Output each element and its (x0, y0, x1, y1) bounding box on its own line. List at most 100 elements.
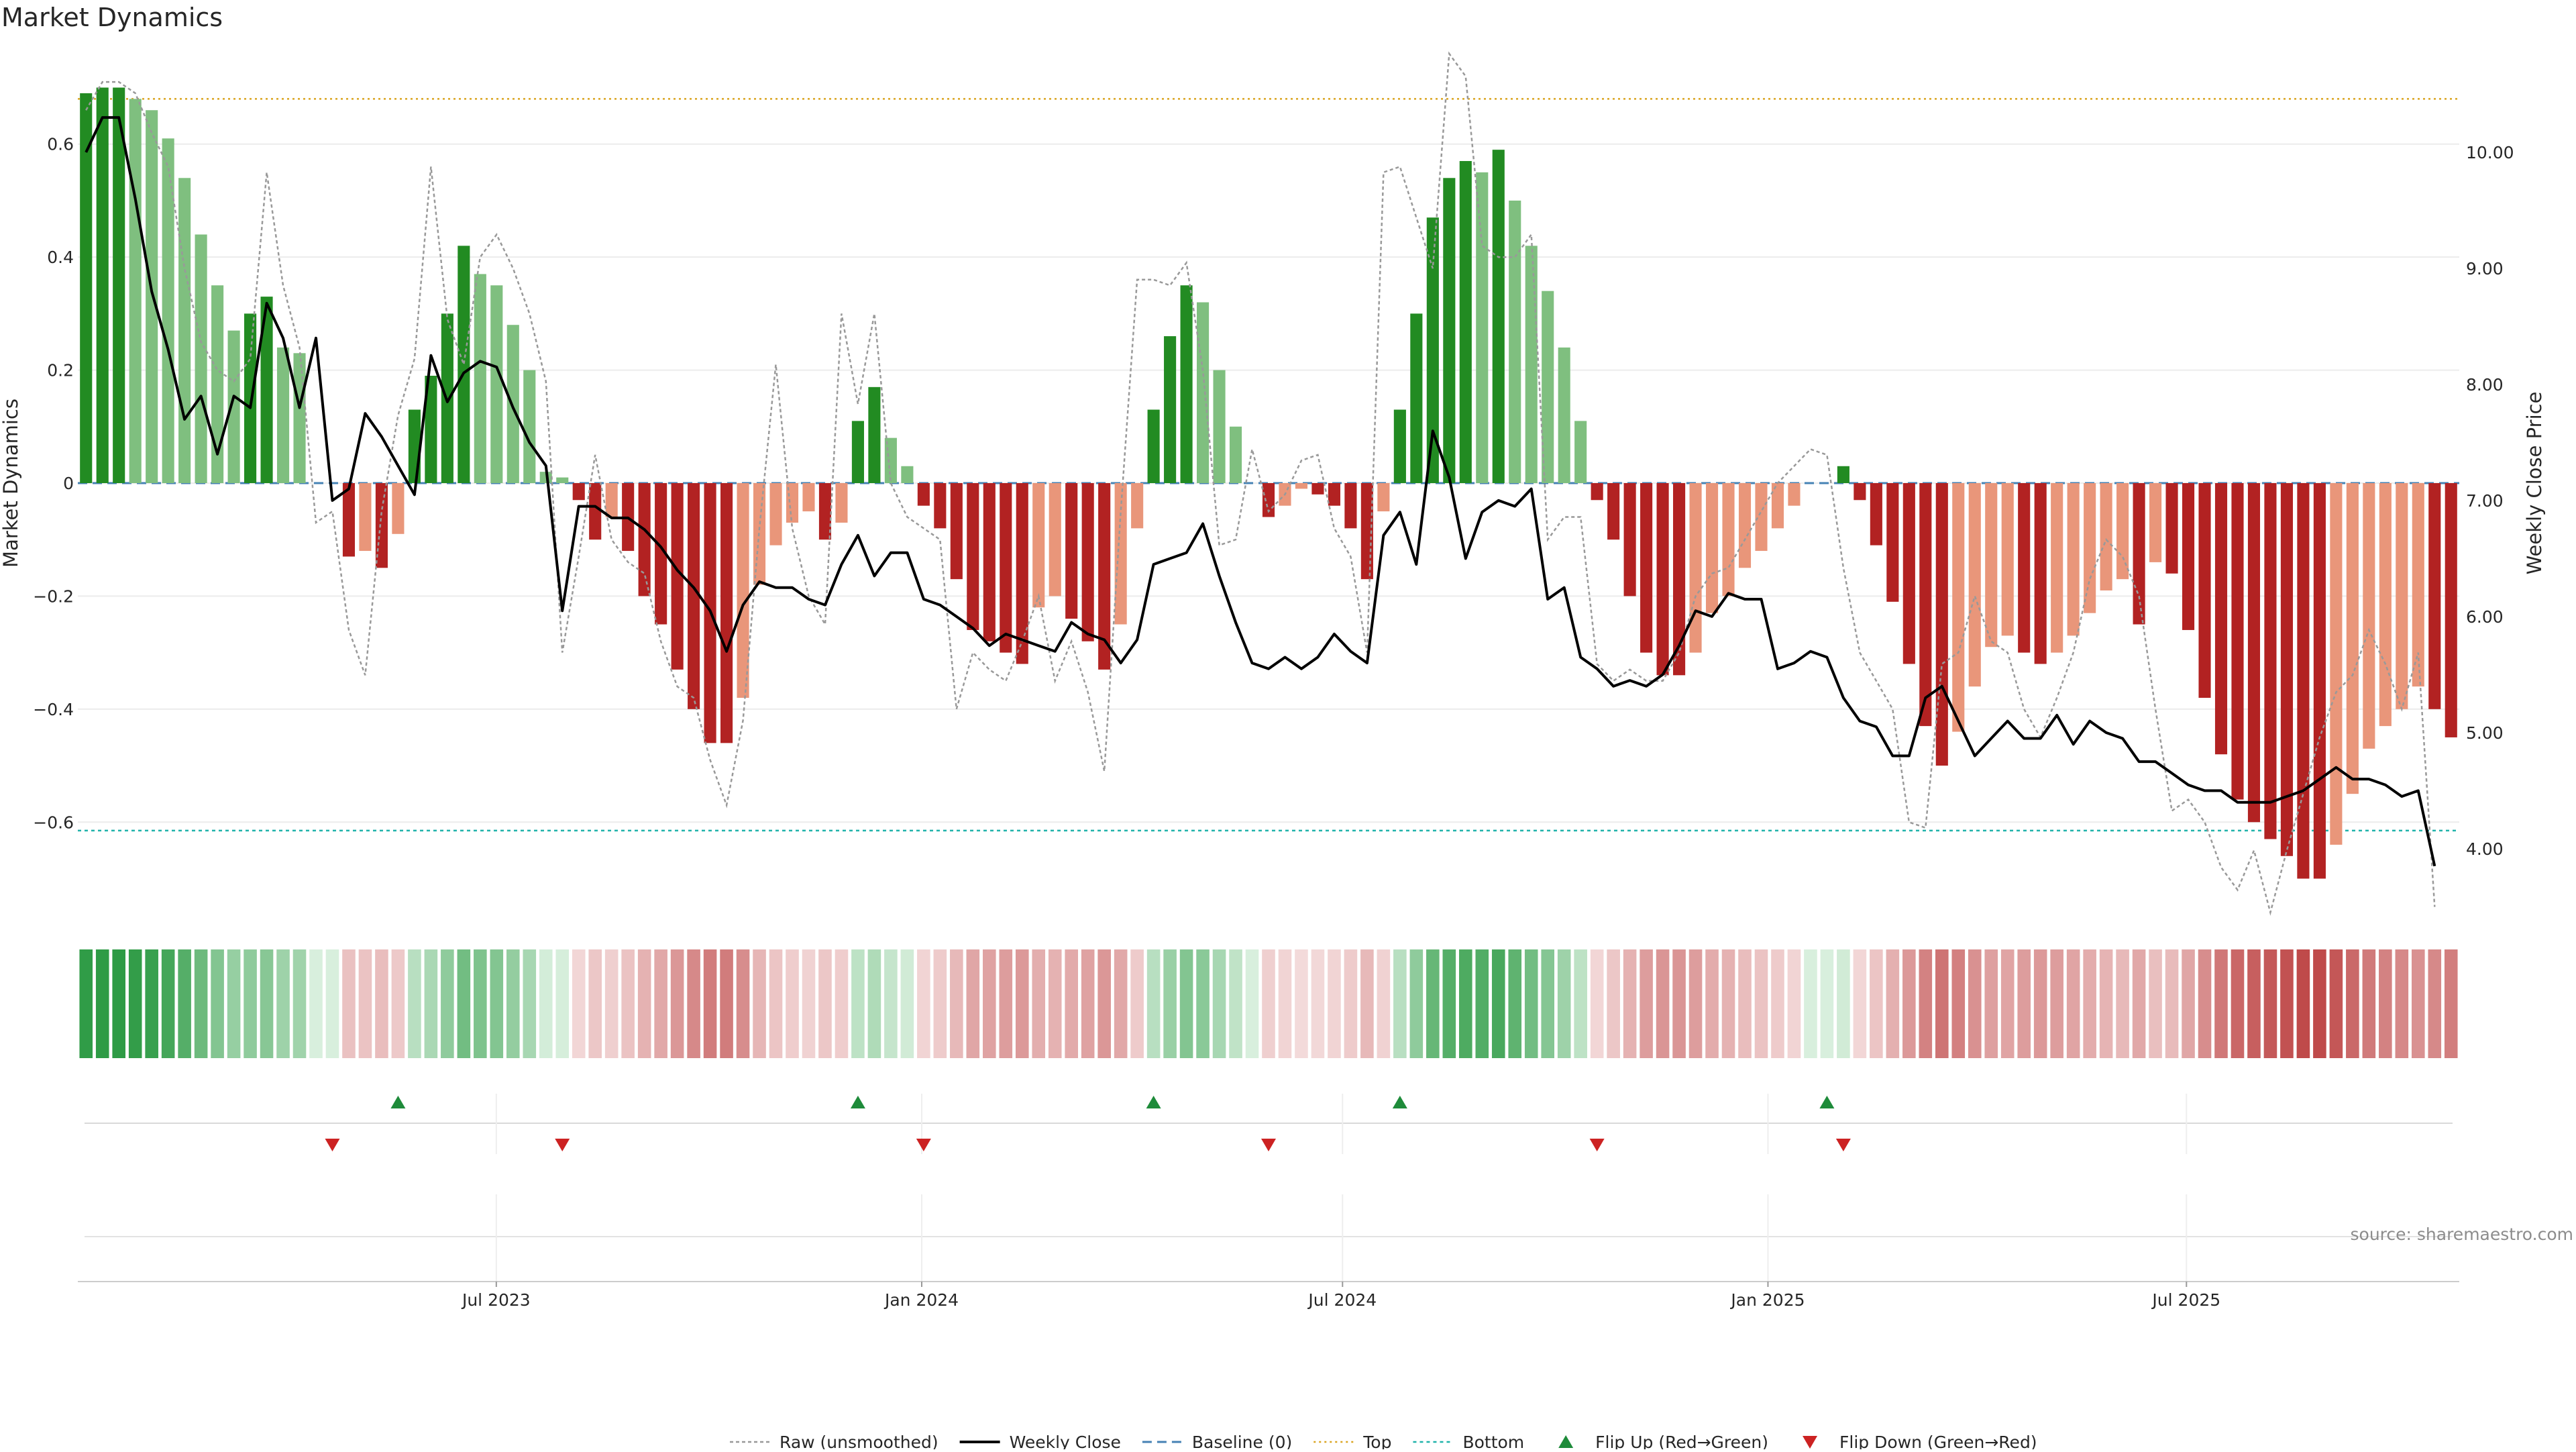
strip-cell (194, 949, 208, 1058)
bar (1295, 483, 1308, 489)
bar (276, 347, 290, 483)
bar (688, 483, 700, 709)
strip-cell (211, 949, 224, 1058)
bar (2313, 483, 2326, 879)
bar (146, 110, 158, 484)
bar (425, 376, 437, 483)
legend-label: Weekly Close (1010, 1433, 1121, 1449)
strip-cell (1097, 949, 1111, 1058)
strip-cell (720, 949, 733, 1058)
strip-cell (2428, 949, 2442, 1058)
bar (967, 483, 979, 630)
bar (835, 483, 848, 523)
strip-cell (79, 949, 93, 1058)
strip-cell (2198, 949, 2212, 1058)
strip-cell (276, 949, 290, 1058)
bar (1952, 483, 1965, 732)
bar (1902, 483, 1915, 664)
bar (1164, 336, 1177, 483)
strip-cell (260, 949, 274, 1058)
chart-title: Market Dynamics (1, 3, 223, 32)
strip-cell (588, 949, 602, 1058)
strip-cell (1015, 949, 1029, 1058)
x-tick-label: Jul 2025 (2151, 1290, 2220, 1310)
legend-label: Bottom (1462, 1433, 1524, 1449)
strip-cell (1245, 949, 1259, 1058)
strip-cell (2000, 949, 2015, 1058)
legend-label: Raw (unsmoothed) (780, 1433, 938, 1449)
flip-markers (85, 1094, 2453, 1282)
y-tick-label-right: 9.00 (2466, 259, 2504, 278)
bar (655, 483, 667, 625)
strip-cell (1820, 949, 1834, 1058)
bar (1410, 313, 1423, 483)
strip-cell (325, 949, 339, 1058)
bar (1722, 483, 1735, 597)
bar (2363, 483, 2375, 749)
bar (2428, 483, 2441, 709)
bar (506, 325, 519, 483)
bar (129, 99, 142, 484)
strip-cell (2066, 949, 2080, 1058)
strip-cell (2033, 949, 2047, 1058)
strip-cell (2412, 949, 2425, 1058)
strip-cell (309, 949, 323, 1058)
strip-cell (2050, 949, 2063, 1058)
bar (1081, 483, 1094, 641)
strip-cell (900, 949, 914, 1058)
bar (589, 483, 602, 540)
x-tick-label: Jul 2024 (1307, 1290, 1377, 1310)
strip-cell (2099, 949, 2113, 1058)
bar (1131, 483, 1144, 529)
strip-cell (835, 949, 849, 1058)
bar (917, 483, 930, 506)
bar (2165, 483, 2178, 574)
strip-cell (1902, 949, 1916, 1058)
source-credit: source: sharemaestro.com (2351, 1225, 2574, 1244)
bar (1476, 172, 1489, 483)
bar (1837, 466, 1849, 483)
bar (211, 285, 224, 483)
bar (1919, 483, 1932, 727)
bar (934, 483, 947, 529)
strip-cell (1409, 949, 1424, 1058)
y-tick-label-left: −0.2 (33, 586, 74, 606)
strip-cell (703, 949, 717, 1058)
legend: Raw (unsmoothed) Weekly Close Baseline (0)… (730, 1433, 2037, 1452)
strip-cell (1754, 949, 1768, 1058)
y-tick-label-right: 5.00 (2466, 723, 2504, 743)
strip-cell (1344, 949, 1358, 1058)
strip-cell (1705, 949, 1719, 1058)
bar (786, 483, 799, 523)
strip-cell (1951, 949, 1966, 1058)
strip-cell (2231, 949, 2245, 1058)
y-tick-label-left: −0.4 (33, 700, 74, 719)
strip-cell (2247, 949, 2261, 1058)
bar (2001, 483, 2014, 636)
bar (1000, 483, 1012, 653)
flip-up-marker (390, 1096, 406, 1108)
strip-cell (539, 949, 553, 1058)
bar (1197, 302, 1210, 483)
bar (1574, 421, 1587, 483)
bar (605, 483, 618, 517)
regime-strip (79, 949, 2458, 1058)
flip-down-marker (1589, 1139, 1605, 1151)
bar (1558, 347, 1570, 483)
strip-cell (1360, 949, 1374, 1058)
strip-cell (818, 949, 832, 1058)
strip-cell (424, 949, 438, 1058)
bar (2264, 483, 2277, 839)
bar (2247, 483, 2261, 823)
bar (1032, 483, 1045, 608)
y-tick-label-left: 0 (63, 474, 74, 493)
strip-cell (1130, 949, 1144, 1058)
strip-cell (1590, 949, 1604, 1058)
strip-cell (1229, 949, 1242, 1058)
bar (1771, 483, 1784, 529)
bar (769, 483, 782, 546)
y-tick-label-right: 4.00 (2466, 839, 2504, 859)
flip-down-marker (1835, 1139, 1851, 1151)
flip-up-marker (1819, 1096, 1835, 1108)
legend-label: Top (1362, 1433, 1391, 1449)
